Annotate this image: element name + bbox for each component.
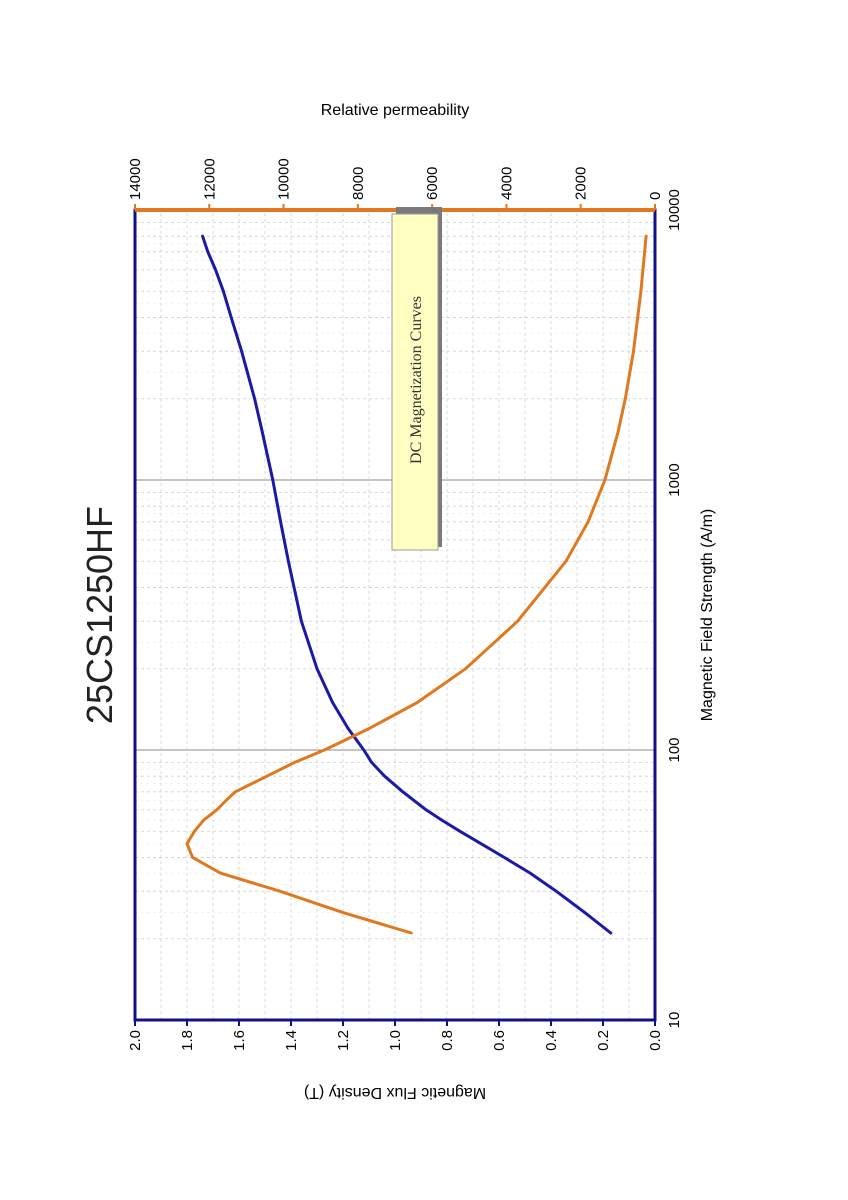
left-y-tick-label: 1.4 xyxy=(283,1030,300,1051)
series-layer xyxy=(185,234,648,935)
permeability-curve xyxy=(185,234,648,935)
flux-density-curve xyxy=(201,234,613,935)
right-y-tick-label: 2000 xyxy=(573,167,590,200)
right-y-tick-label: 8000 xyxy=(350,167,367,200)
left-y-tick-label: 1.2 xyxy=(335,1030,352,1051)
left-y-tick-label: 0.2 xyxy=(595,1030,612,1051)
x-tick-label: 10 xyxy=(666,1012,683,1029)
x-tick-label: 10000 xyxy=(666,189,683,231)
left-y-tick-label: 0.4 xyxy=(543,1030,560,1051)
right-y-axis-title: Relative permeability xyxy=(321,102,470,119)
left-y-tick-label: 0.0 xyxy=(647,1030,664,1051)
x-tick-label: 1000 xyxy=(666,463,683,496)
left-y-axis-title: Magnetic Flux Density (T) xyxy=(304,1084,486,1101)
right-y-tick-label: 4000 xyxy=(498,167,515,200)
legend-background xyxy=(391,213,439,551)
x-axis-title: Magnetic Field Strength (A/m) xyxy=(699,509,716,722)
annotation-label: DC Magnetization Curves xyxy=(408,296,425,464)
left-y-tick-label: 2.0 xyxy=(127,1030,144,1051)
left-y-tick-label: 1.6 xyxy=(231,1030,248,1051)
left-y-tick-label: 0.6 xyxy=(491,1030,508,1051)
legend-box: DC Magnetization Curves xyxy=(391,207,442,551)
chart-title: 25CS1250HF xyxy=(79,506,120,724)
right-y-tick-label: 0 xyxy=(647,192,664,200)
right-y-tick-label: 14000 xyxy=(127,158,144,200)
left-y-tick-label: 0.8 xyxy=(439,1030,456,1051)
left-y-tick-label: 1.8 xyxy=(179,1030,196,1051)
x-tick-label: 100 xyxy=(666,737,683,762)
right-y-tick-label: 12000 xyxy=(201,158,218,200)
right-y-tick-label: 10000 xyxy=(276,158,293,200)
right-y-tick-label: 6000 xyxy=(424,167,441,200)
left-y-tick-label: 1.0 xyxy=(387,1030,404,1051)
tick-labels: 0.0 0.2 0.4 0.6 0.8 1.0 1.2 1.4 1.6 1.8 2.0 10 100 10… xyxy=(127,158,683,1051)
